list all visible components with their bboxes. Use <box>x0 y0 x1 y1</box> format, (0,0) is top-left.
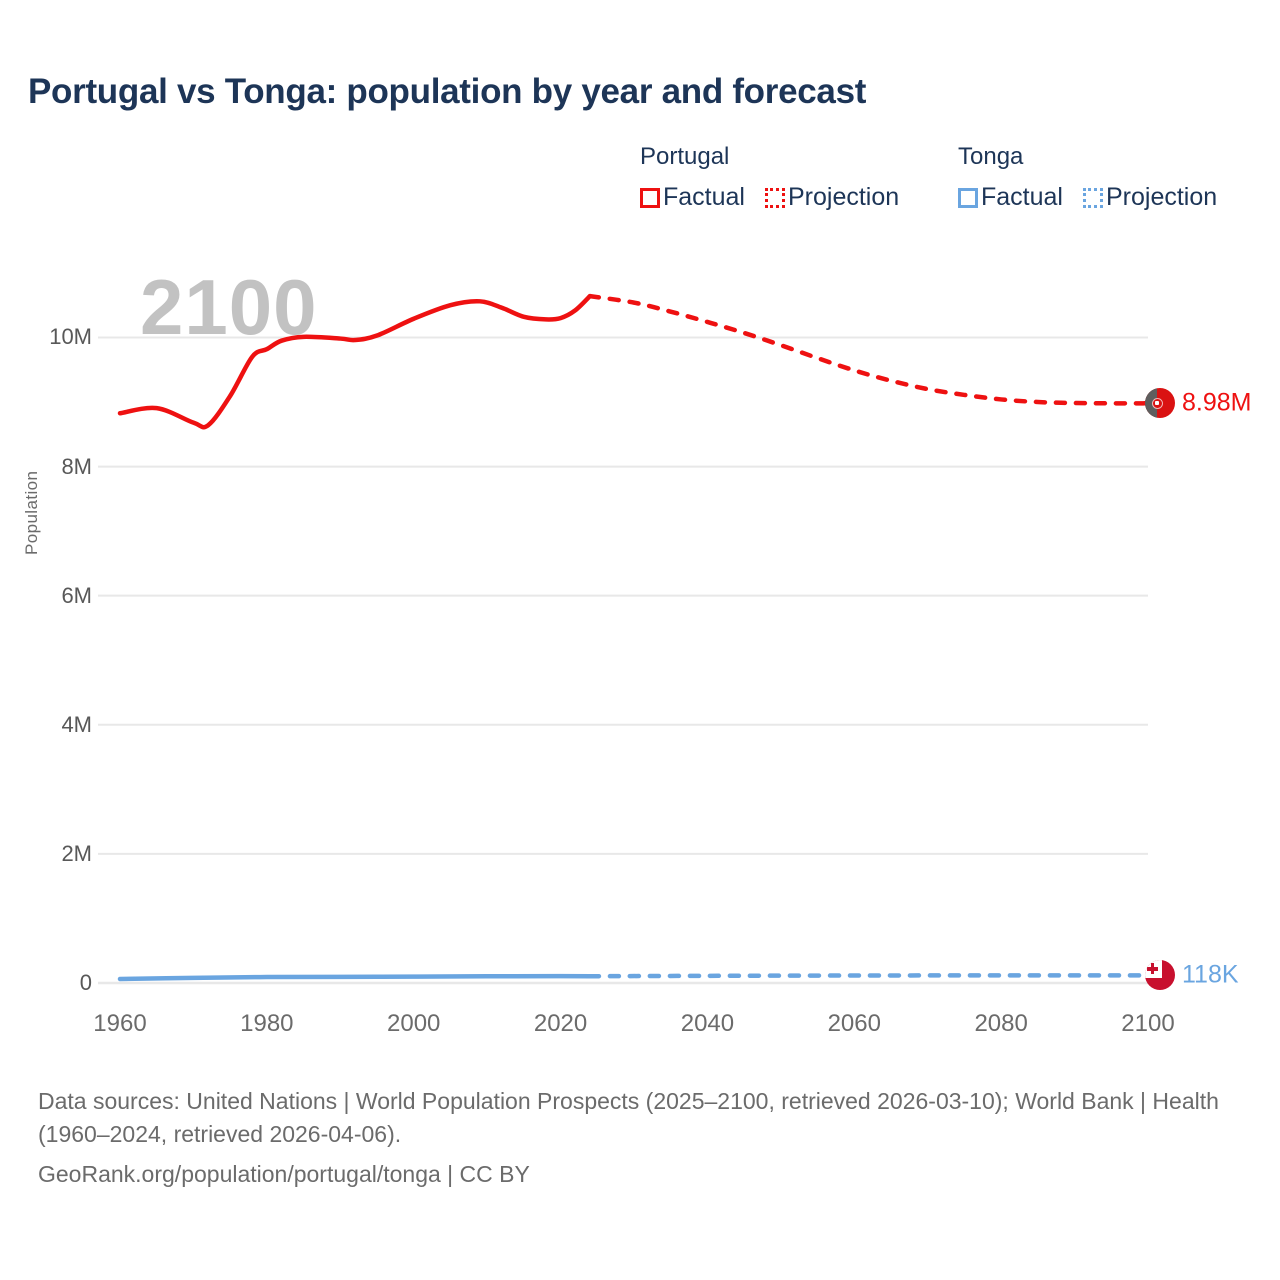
tonga-flag-icon <box>1145 960 1175 991</box>
legend-swatch-dotted-icon <box>764 187 785 208</box>
portugal-flag-icon <box>1145 388 1175 419</box>
series-line-projection <box>587 973 1151 979</box>
legend-item-tonga-factual[interactable]: Factual <box>958 183 1063 212</box>
y-axis-tick-label: 0 <box>79 970 92 995</box>
page-title: Portugal vs Tonga: population by year an… <box>28 72 867 111</box>
y-axis-tick-label: 4M <box>61 711 92 737</box>
legend-item-label: Factual <box>663 183 745 211</box>
legend-item-label: Projection <box>1105 183 1218 211</box>
footer-line-attribution: GeoRank.org/population/portugal/tonga | … <box>38 1160 530 1187</box>
series-line-factual <box>117 293 593 430</box>
series-line-projection <box>587 293 1151 406</box>
x-axis-tick-label: 2000 <box>387 1010 441 1037</box>
legend-group-portugal: Portugal Factual Projection <box>640 142 899 212</box>
x-axis-tick-label: 2020 <box>533 1010 588 1037</box>
year-watermark: 2100 <box>140 263 318 351</box>
series-line-factual <box>117 973 593 982</box>
x-axis-tick-label: 1980 <box>240 1010 294 1037</box>
y-axis-tick-label: 10M <box>49 324 92 350</box>
legend-item-portugal-projection[interactable]: Projection <box>764 183 900 212</box>
legend-country-label: Tonga <box>958 143 1024 170</box>
x-axis-tick-label: 2060 <box>827 1010 881 1037</box>
legend-swatch-solid-icon <box>958 187 978 208</box>
footer-sources: Data sources: United Nations | World Pop… <box>38 1085 1228 1191</box>
legend-item-portugal-factual[interactable]: Factual <box>640 183 745 212</box>
legend-item-label: Projection <box>787 183 900 211</box>
footer-line-sources: Data sources: United Nations | World Pop… <box>38 1088 1219 1148</box>
y-axis-title: Population <box>22 470 41 555</box>
y-axis-tick-label: 8M <box>61 453 92 479</box>
legend-item-label: Factual <box>981 183 1063 211</box>
x-axis-tick-label: 1960 <box>93 1010 147 1037</box>
legend-country-label: Portugal <box>640 143 730 170</box>
y-axis-tick-label: 6M <box>61 582 92 608</box>
chart-legend: Portugal Factual Projection Tonga Factua… <box>640 142 1260 222</box>
legend-item-tonga-projection[interactable]: Projection <box>1082 183 1218 212</box>
legend-swatch-solid-icon <box>640 187 660 208</box>
x-axis-tick-label: 2100 <box>1121 1010 1175 1037</box>
series-endpoint-value: 118K <box>1182 960 1239 989</box>
series-endpoint-value: 8.98M <box>1182 388 1252 417</box>
legend-group-tonga: Tonga Factual Projection <box>958 142 1217 212</box>
y-axis-tick-label: 2M <box>61 840 92 866</box>
x-axis-tick-label: 2080 <box>974 1010 1028 1037</box>
x-axis-tick-label: 2040 <box>680 1010 735 1037</box>
legend-swatch-dotted-icon <box>1082 187 1103 208</box>
